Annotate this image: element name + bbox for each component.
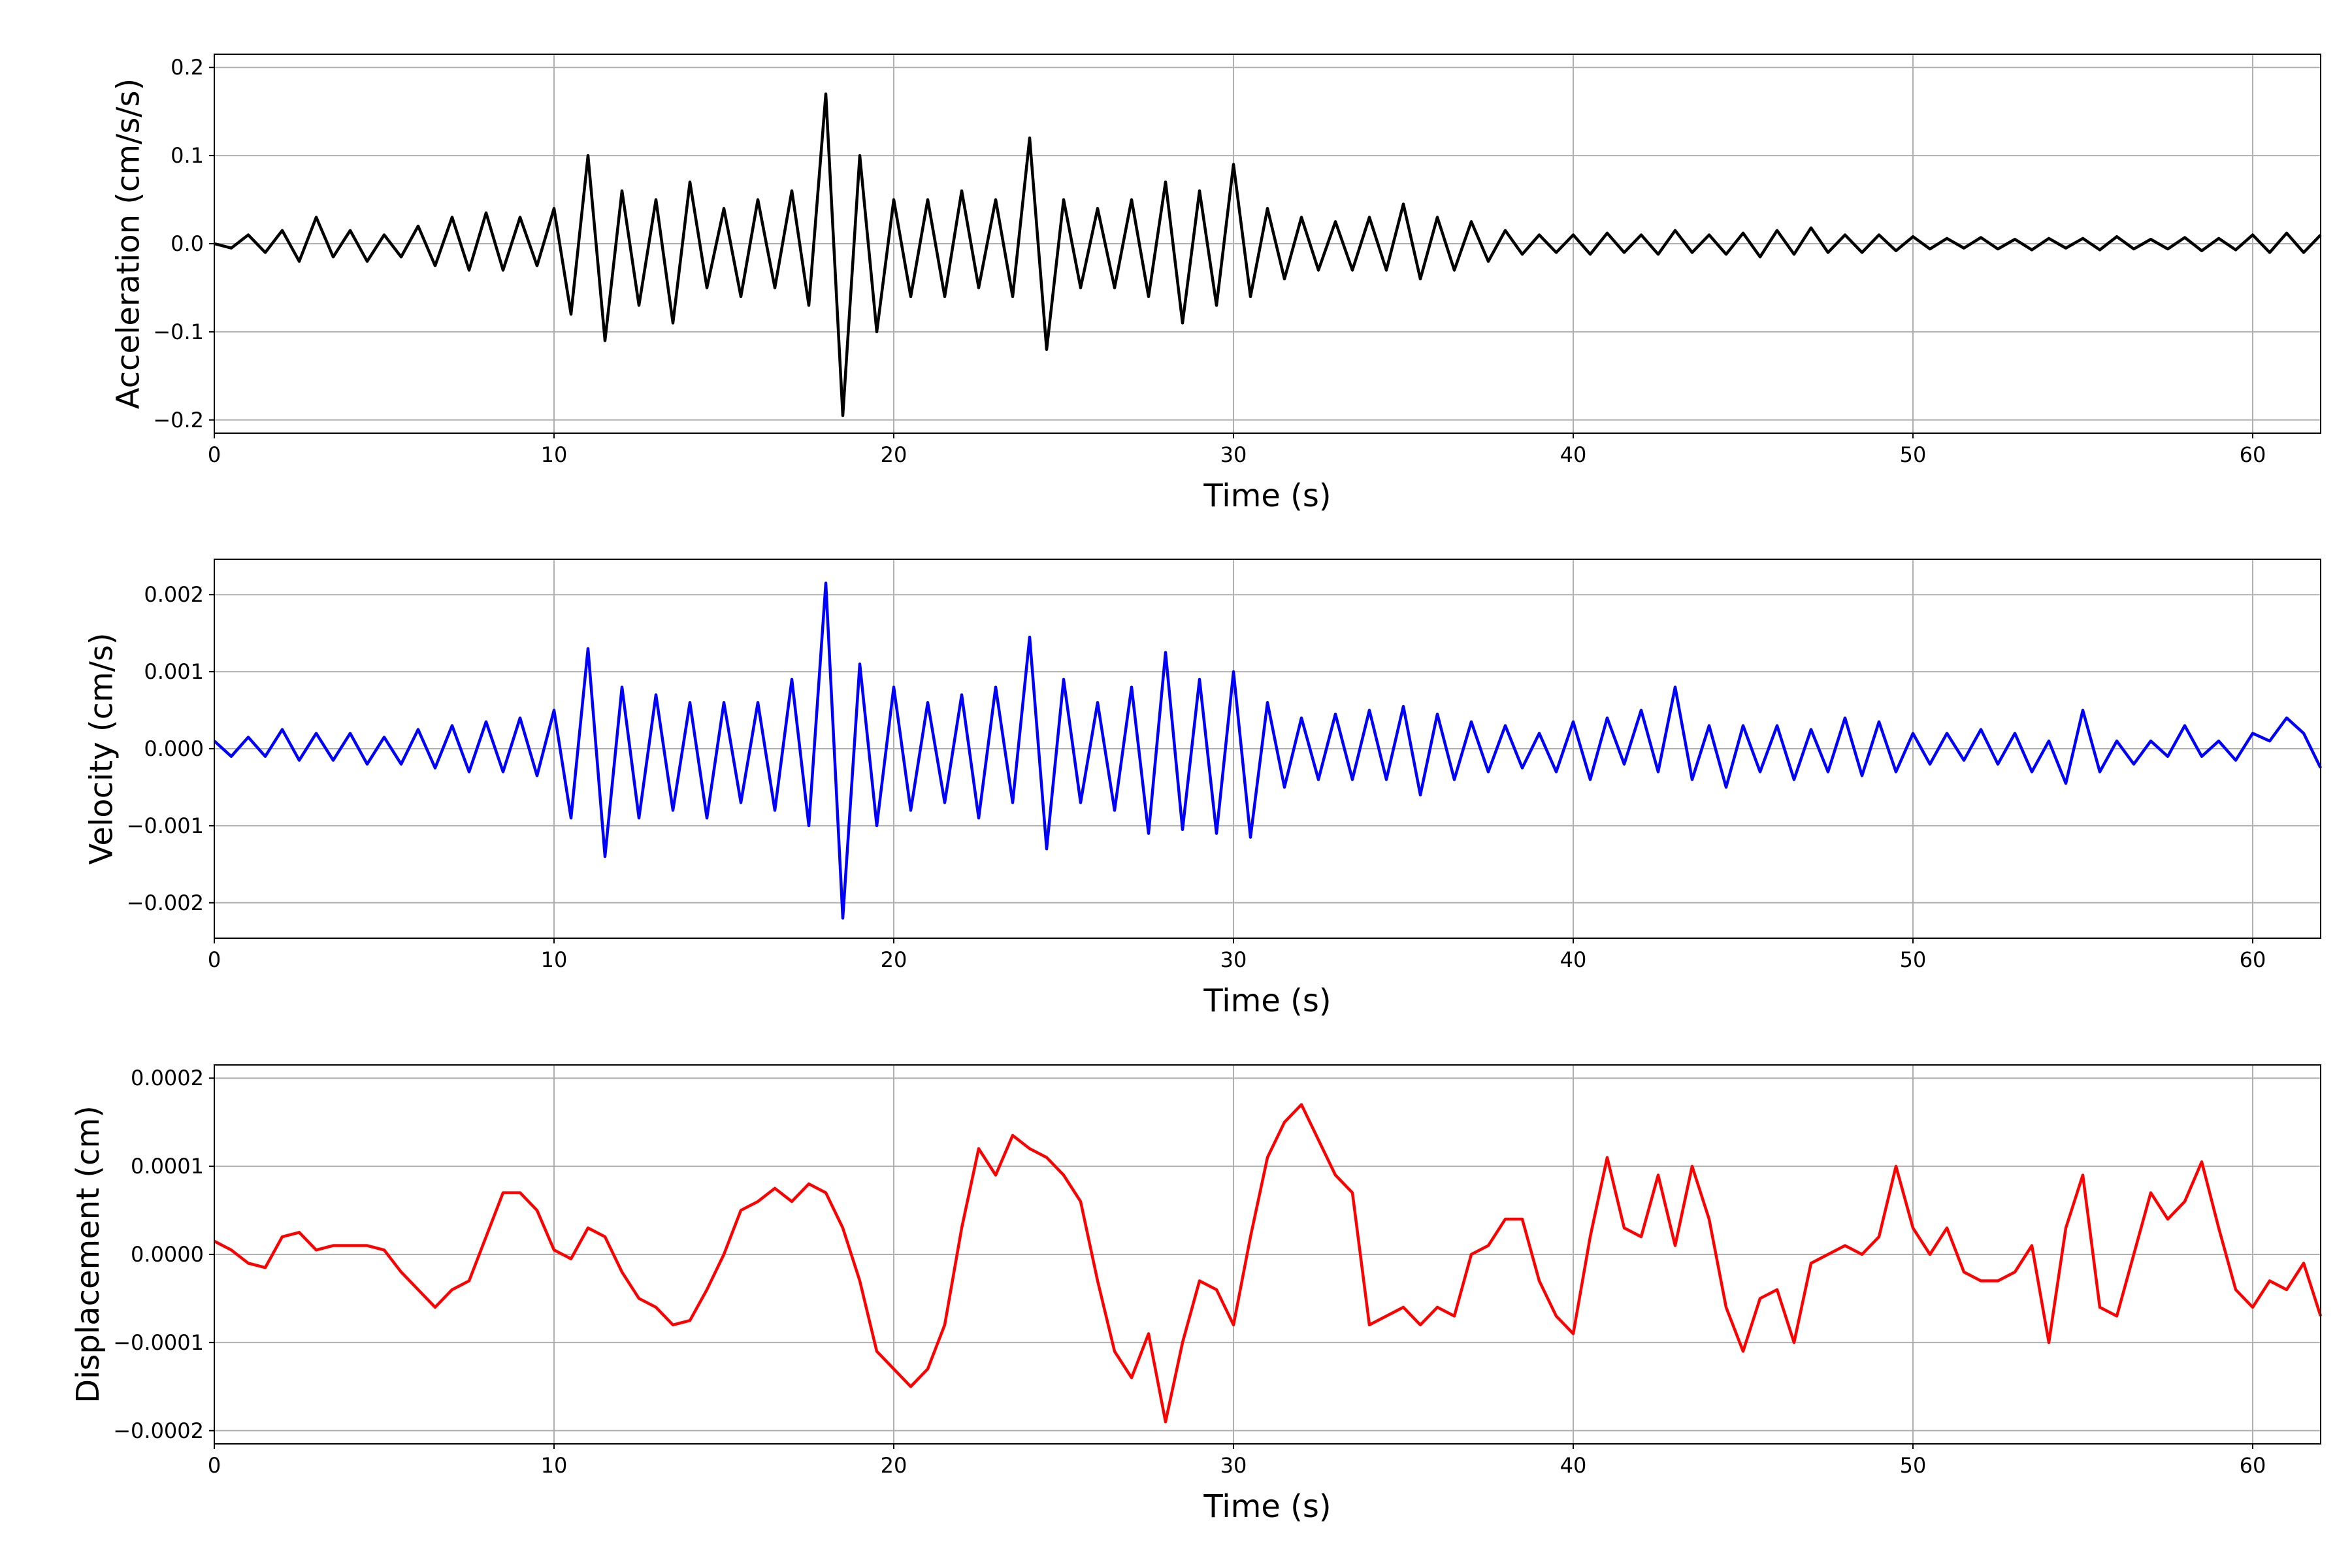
x-tick-label: 30: [1220, 947, 1247, 972]
data-line: [213, 581, 2323, 920]
data-line: [214, 92, 2322, 417]
y-tick-label: −0.0002: [113, 1418, 204, 1443]
y-tick-label: 0.0: [171, 231, 204, 256]
x-tick-label: 60: [2240, 947, 2266, 972]
x-tick-label: 30: [1220, 1453, 1247, 1478]
x-axis-label: Time (s): [1203, 478, 1331, 514]
y-tick-label: 0.001: [144, 659, 204, 684]
axes-frame: [214, 559, 2321, 939]
x-tick-label: 30: [1220, 442, 1247, 467]
x-tick-label: 40: [1560, 442, 1587, 467]
y-tick-label: 0.1: [171, 143, 204, 168]
y-tick-label: −0.1: [153, 319, 204, 344]
x-tick-label: 40: [1560, 947, 1587, 972]
x-tick-label: 50: [1900, 947, 1927, 972]
y-axis-label: Velocity (cm/s): [84, 632, 120, 864]
x-tick-label: 60: [2240, 1453, 2266, 1478]
x-tick-label: 40: [1560, 1453, 1587, 1478]
x-tick-label: 20: [881, 442, 907, 467]
axes-frame: [214, 54, 2321, 434]
y-tick-label: 0.0002: [131, 1066, 204, 1090]
y-axis-label: Acceleration (cm/s/s): [110, 78, 146, 409]
y-tick-label: 0.002: [144, 582, 204, 607]
y-tick-label: 0.000: [144, 736, 204, 761]
y-tick-label: −0.0001: [113, 1330, 204, 1355]
x-tick-label: 10: [541, 442, 568, 467]
x-tick-label: 10: [541, 947, 568, 972]
x-tick-label: 0: [208, 947, 221, 972]
x-tick-label: 10: [541, 1453, 568, 1478]
x-tick-label: 20: [881, 1453, 907, 1478]
x-axis-label: Time (s): [1203, 983, 1331, 1019]
data-line: [213, 1103, 2323, 1424]
x-tick-label: 50: [1900, 442, 1927, 467]
y-tick-label: −0.002: [127, 890, 204, 915]
y-tick-label: 0.2: [171, 55, 204, 80]
x-tick-label: 20: [881, 947, 907, 972]
y-tick-label: 0.0001: [131, 1154, 204, 1179]
y-axis-label: Displacement (cm): [70, 1105, 106, 1403]
y-tick-label: −0.2: [153, 408, 204, 433]
axes-frame: [214, 1064, 2321, 1445]
y-tick-label: 0.0000: [131, 1242, 204, 1267]
y-tick-label: −0.001: [127, 813, 204, 838]
x-tick-label: 50: [1900, 1453, 1927, 1478]
x-axis-label: Time (s): [1203, 1488, 1331, 1525]
x-tick-label: 60: [2240, 442, 2266, 467]
x-tick-label: 0: [208, 442, 221, 467]
x-tick-label: 0: [208, 1453, 221, 1478]
